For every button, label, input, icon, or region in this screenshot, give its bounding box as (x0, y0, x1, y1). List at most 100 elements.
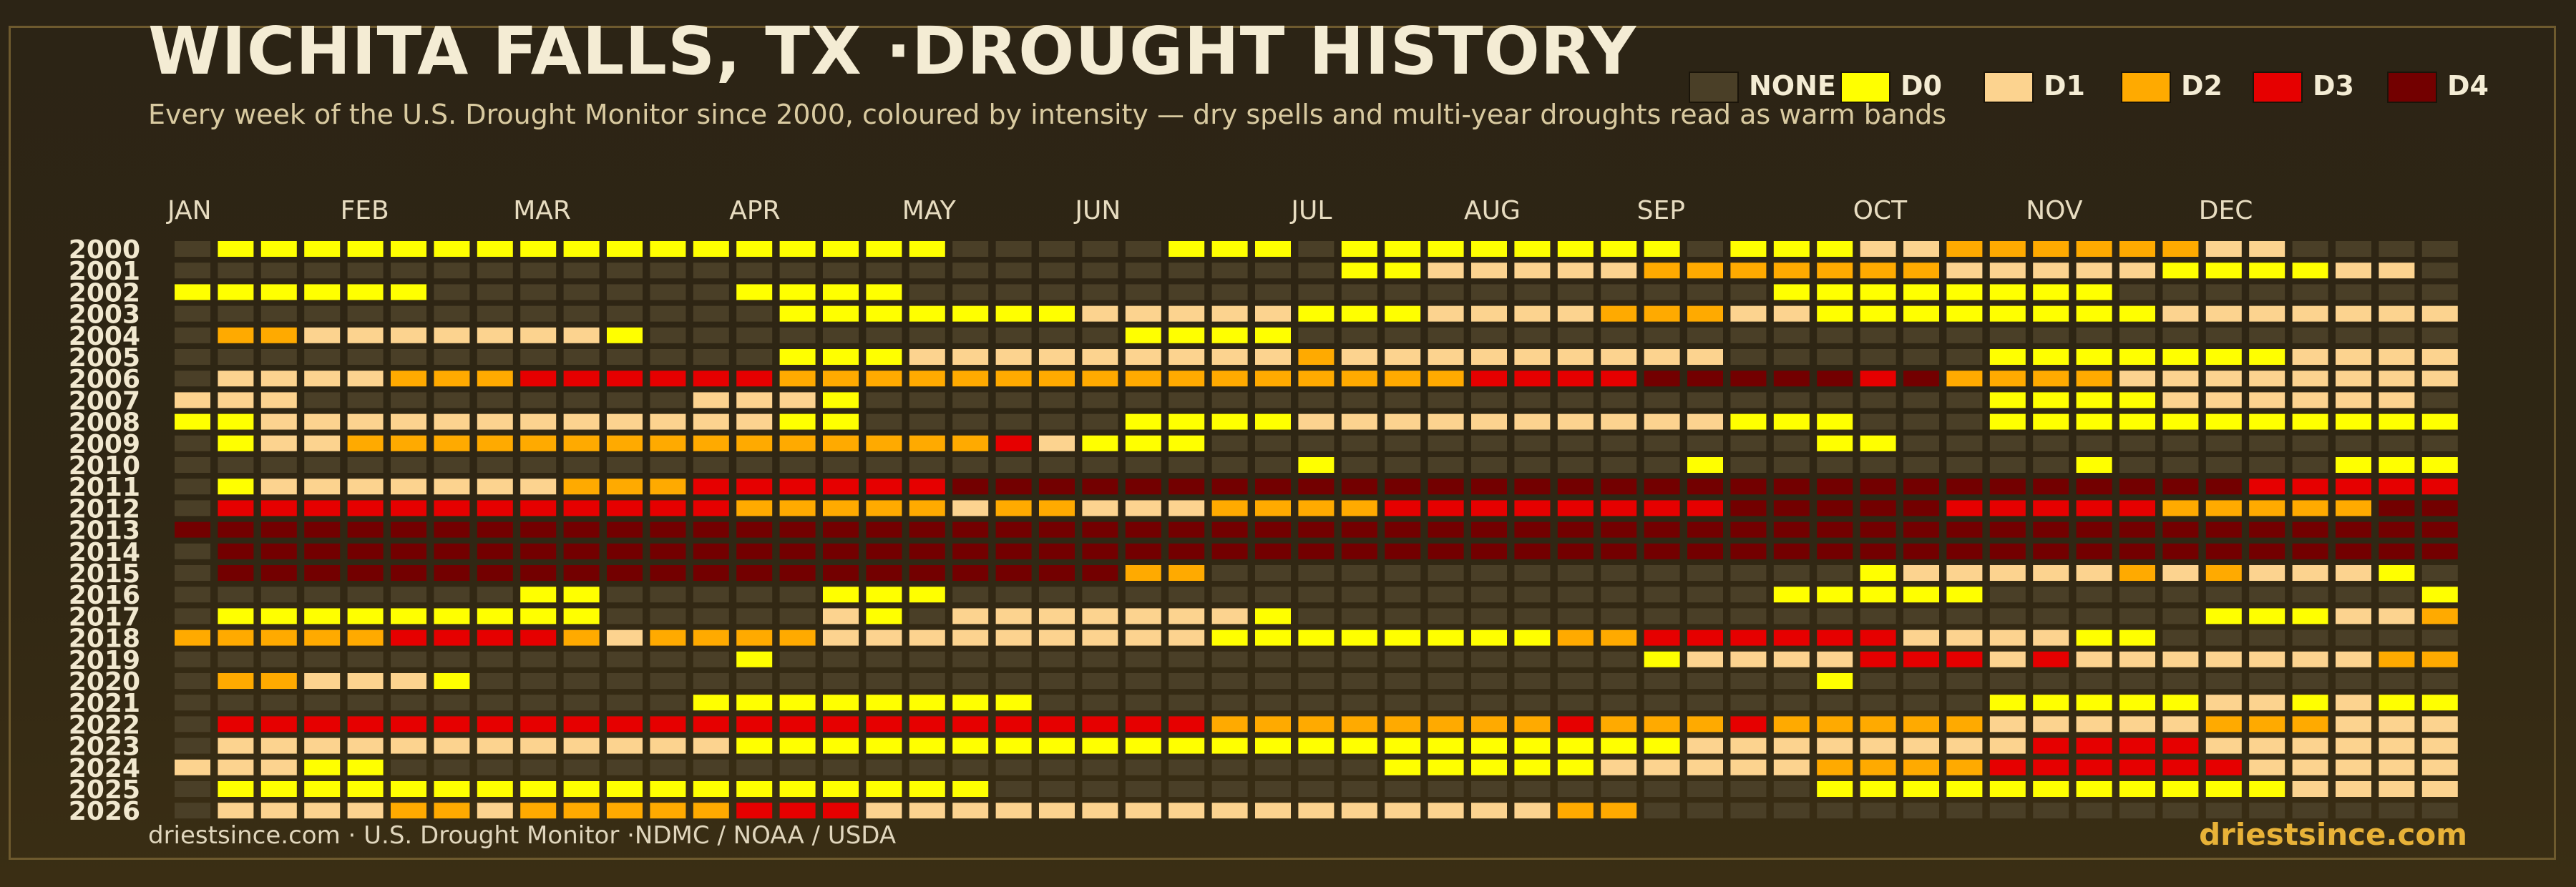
heatmap-cell (2205, 673, 2242, 689)
heatmap-cell (995, 500, 1032, 516)
heatmap-cell (347, 500, 384, 516)
heatmap-cell (1687, 608, 1723, 624)
heatmap-cell (1428, 781, 1464, 797)
heatmap-cell (563, 263, 600, 279)
heatmap-cell (1341, 413, 1377, 430)
heatmap-cell (2379, 457, 2415, 473)
heatmap-cell (2292, 241, 2328, 257)
heatmap-cell (175, 673, 210, 689)
heatmap-cell (1298, 392, 1335, 408)
heatmap-cell (477, 371, 513, 387)
heatmap-cell (1644, 263, 1680, 279)
heatmap-cell (1082, 737, 1118, 754)
heatmap-cell (909, 629, 945, 646)
heatmap-cell (2336, 759, 2371, 775)
heatmap-cell (1687, 587, 1723, 603)
heatmap-cell (1557, 521, 1594, 538)
heatmap-cell (260, 608, 297, 624)
heatmap-cell (866, 716, 902, 732)
heatmap-cell (520, 803, 557, 819)
heatmap-cell (952, 371, 989, 387)
heatmap-cell (866, 413, 902, 430)
heatmap-cell (1471, 284, 1507, 300)
heatmap-cell (477, 479, 513, 495)
heatmap-cell (1730, 651, 1767, 667)
heatmap-cell (995, 413, 1032, 430)
heatmap-cell (1255, 737, 1291, 754)
heatmap-cell (1385, 587, 1421, 603)
legend-label-d4: D4 (2447, 70, 2489, 102)
heatmap-cell (477, 413, 513, 430)
heatmap-cell (2336, 479, 2371, 495)
heatmap-cell (607, 629, 643, 646)
heatmap-cell (650, 673, 686, 689)
heatmap-cell (477, 803, 513, 819)
heatmap-cell (260, 543, 297, 559)
heatmap-cell (1903, 500, 1939, 516)
heatmap-cell (2292, 543, 2328, 559)
heatmap-cell (218, 241, 254, 257)
heatmap-cell (1601, 759, 1637, 775)
heatmap-cell (563, 587, 600, 603)
heatmap-cell (1644, 565, 1680, 581)
heatmap-cell (2033, 349, 2069, 365)
heatmap-cell (1385, 349, 1421, 365)
heatmap-cell (952, 781, 989, 797)
heatmap-cell (1471, 587, 1507, 603)
heatmap-cell (1514, 608, 1551, 624)
heatmap-cell (1211, 521, 1248, 538)
brand-link[interactable]: driestsince.com (2199, 817, 2467, 852)
heatmap-cell (2336, 500, 2371, 516)
heatmap-cell (391, 587, 426, 603)
heatmap-cell (995, 457, 1032, 473)
heatmap-cell (1125, 284, 1161, 300)
heatmap-cell (650, 759, 686, 775)
heatmap-cell (304, 457, 341, 473)
heatmap-cell (2336, 241, 2371, 257)
heatmap-cell (304, 284, 341, 300)
heatmap-cell (218, 349, 254, 365)
heatmap-cell (2249, 716, 2285, 732)
heatmap-cell (866, 781, 902, 797)
heatmap-cell (520, 500, 557, 516)
heatmap-cell (1989, 629, 2026, 646)
heatmap-cell (304, 435, 341, 451)
heatmap-cell (2249, 781, 2285, 797)
heatmap-cell (1169, 587, 1205, 603)
heatmap-cell (995, 543, 1032, 559)
heatmap-cell (391, 241, 426, 257)
heatmap-cell (260, 241, 297, 257)
heatmap-cell (175, 263, 210, 279)
year-label-2016: 2016 (69, 581, 140, 610)
heatmap-cell (1687, 500, 1723, 516)
heatmap-cell (175, 781, 210, 797)
heatmap-cell (1601, 371, 1637, 387)
heatmap-cell (866, 371, 902, 387)
heatmap-cell (347, 479, 384, 495)
heatmap-cell (2162, 629, 2199, 646)
heatmap-cell (1039, 263, 1075, 279)
heatmap-cell (909, 803, 945, 819)
heatmap-cell (347, 327, 384, 343)
heatmap-cell (1341, 608, 1377, 624)
heatmap-cell (1211, 392, 1248, 408)
legend-swatch-d2 (2121, 72, 2171, 103)
heatmap-cell (1428, 435, 1464, 451)
heatmap-cell (2421, 781, 2458, 797)
heatmap-cell (2033, 327, 2069, 343)
heatmap-cell (1860, 673, 1896, 689)
heatmap-cell (2162, 543, 2199, 559)
year-label-2002: 2002 (69, 278, 140, 308)
heatmap-cell (1169, 651, 1205, 667)
heatmap-cell (1471, 543, 1507, 559)
heatmap-cell (1169, 435, 1205, 451)
heatmap-cell (1730, 263, 1767, 279)
heatmap-cell (2249, 479, 2285, 495)
heatmap-cell (1082, 479, 1118, 495)
heatmap-cell (2076, 737, 2112, 754)
heatmap-cell (1817, 651, 1853, 667)
heatmap-cell (650, 737, 686, 754)
heatmap-cell (2076, 413, 2112, 430)
heatmap-cell (736, 327, 773, 343)
heatmap-cell (477, 305, 513, 322)
